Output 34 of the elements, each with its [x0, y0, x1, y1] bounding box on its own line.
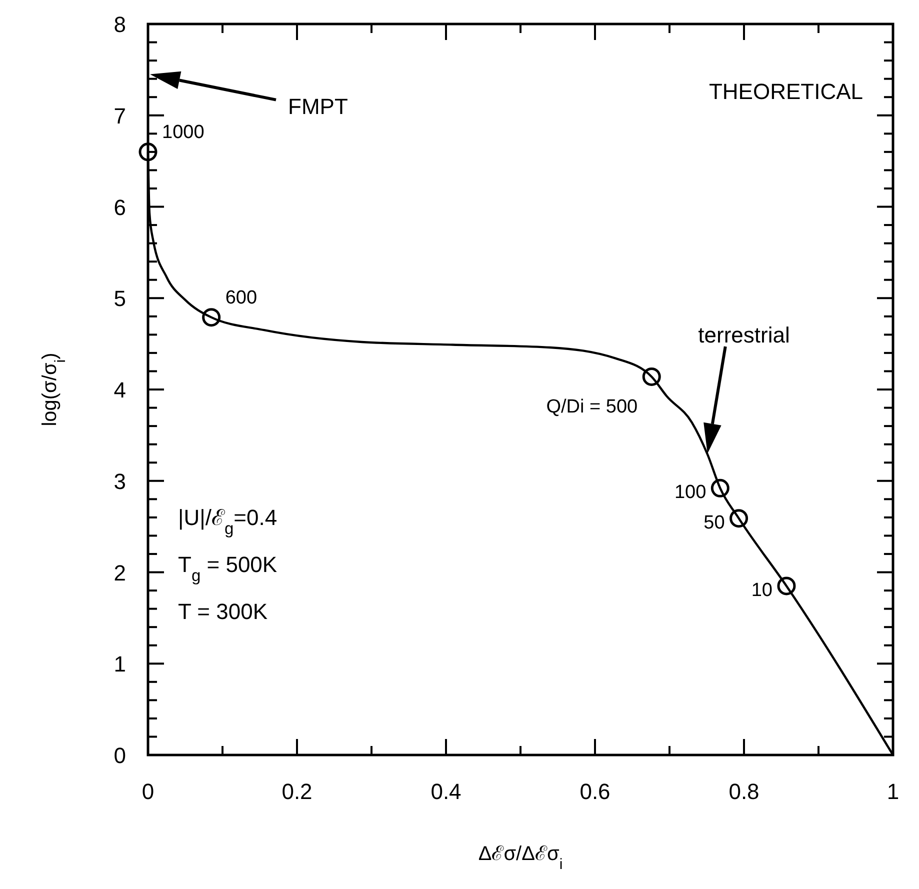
x-axis-title: Δℰσ/Δℰσ$_{i}$: [478, 843, 563, 872]
y-tick-label: 2: [114, 560, 126, 586]
annotation: THEORETICAL: [708, 79, 863, 104]
point: [202, 308, 221, 327]
annotation: T$_{g}$ = 500K: [178, 552, 278, 585]
annotation: T = 300K: [178, 599, 268, 624]
y-tick-label: 3: [114, 468, 126, 494]
y-tick-label: 7: [114, 103, 126, 128]
y-tick-label: 6: [114, 194, 126, 220]
annotation: 600: [225, 287, 258, 308]
x-tick-label: 0: [142, 779, 154, 804]
y-tick-label: 5: [114, 286, 126, 312]
point: [730, 509, 748, 528]
annotation: 100: [674, 482, 706, 504]
annotation: |U|/ℰ$_{g}$=0.4: [178, 505, 278, 538]
annotation: 1000: [162, 122, 204, 143]
y-tick-label: 1: [114, 652, 126, 677]
y-tick-label: 0: [114, 743, 126, 768]
point: [710, 478, 730, 498]
y-tick-label: 4: [114, 378, 126, 402]
annotation: terrestrial: [698, 322, 790, 348]
annotation: FMPT: [288, 94, 348, 120]
x-tick-label: 0.6: [580, 779, 610, 804]
x-tick-label: 0.8: [728, 779, 760, 804]
x-tick-label: 1: [886, 779, 900, 804]
annotation: 10: [751, 580, 772, 601]
point: [642, 367, 661, 386]
point: [777, 576, 796, 596]
x-tick-label: 0.2: [282, 779, 312, 804]
y-tick-label: 8: [114, 12, 126, 37]
x-tick-label: 0.4: [430, 779, 462, 804]
annotation: Q/Di = 500: [546, 396, 638, 418]
annotation: 50: [704, 512, 725, 534]
point: [138, 142, 158, 162]
